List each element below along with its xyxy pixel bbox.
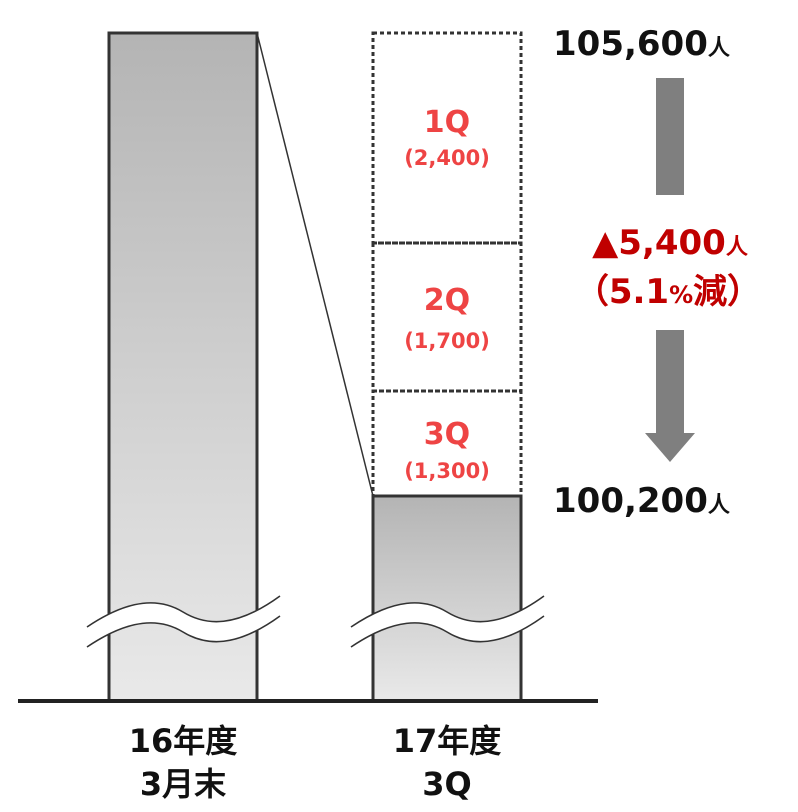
category-label-1-line1: 17年度 xyxy=(393,722,502,760)
start-value-number: 105,600 xyxy=(553,24,708,64)
axis-break-marker-right xyxy=(350,595,545,648)
arrow-shaft-lower xyxy=(656,330,684,433)
quarter-label-2q: 2Q xyxy=(424,283,470,318)
quarter-label-3q: 3Q xyxy=(424,417,470,452)
arrow-shaft-upper xyxy=(656,78,684,195)
quarter-box-1q xyxy=(371,31,523,245)
end-value-unit: 人 xyxy=(708,493,730,518)
change-pct-close: 減） xyxy=(693,272,761,312)
quarter-box-2q xyxy=(371,241,523,393)
change-value-label: ▲5,400人 xyxy=(592,223,748,263)
start-value-label: 105,600人 xyxy=(553,24,730,64)
axis-break-marker-left xyxy=(86,595,281,648)
category-label-1-line2: 3Q xyxy=(422,765,471,803)
end-value-label: 100,200人 xyxy=(553,481,730,521)
quarter-box-3q xyxy=(371,389,523,498)
category-label-0-line2: 3月末 xyxy=(140,765,226,803)
change-pct-open: （5.1 xyxy=(575,272,669,312)
bar-17-3q xyxy=(371,494,523,703)
quarter-value-1q: (2,400) xyxy=(404,146,490,170)
start-value-unit: 人 xyxy=(708,36,730,61)
end-value-number: 100,200 xyxy=(553,481,708,521)
change-percent-label: （5.1%減） xyxy=(575,272,761,312)
connector-line xyxy=(256,32,374,497)
change-value: ▲5,400 xyxy=(592,223,726,263)
quarter-value-3q: (1,300) xyxy=(404,459,490,483)
change-unit: 人 xyxy=(726,235,748,260)
change-pct-sign: % xyxy=(669,281,693,309)
bar-16-march xyxy=(107,31,259,703)
quarter-value-2q: (1,700) xyxy=(404,329,490,353)
category-label-0-line1: 16年度 xyxy=(129,722,238,760)
quarter-label-1q: 1Q xyxy=(424,105,470,140)
arrow-head xyxy=(645,433,695,462)
